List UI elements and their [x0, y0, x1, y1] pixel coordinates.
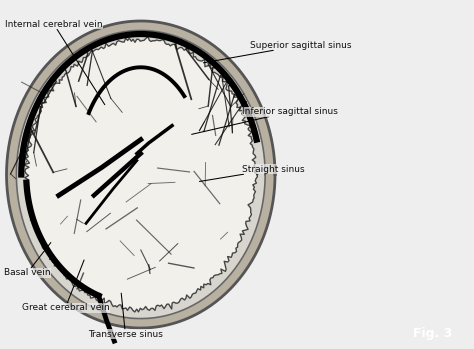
Text: Fig. 3: Fig. 3 [413, 327, 452, 340]
Polygon shape [7, 21, 275, 328]
Polygon shape [24, 36, 258, 312]
Text: Transverse sinus: Transverse sinus [88, 293, 163, 339]
Text: Internal cerebral vein: Internal cerebral vein [5, 20, 105, 105]
Text: Inferior sagittal sinus: Inferior sagittal sinus [191, 107, 338, 134]
Text: Superior sagittal sinus: Superior sagittal sinus [203, 41, 352, 63]
Polygon shape [17, 30, 265, 319]
Text: Basal vein: Basal vein [4, 243, 51, 277]
Text: Great cerebral vein: Great cerebral vein [21, 260, 109, 312]
Text: Straight sinus: Straight sinus [200, 165, 305, 181]
